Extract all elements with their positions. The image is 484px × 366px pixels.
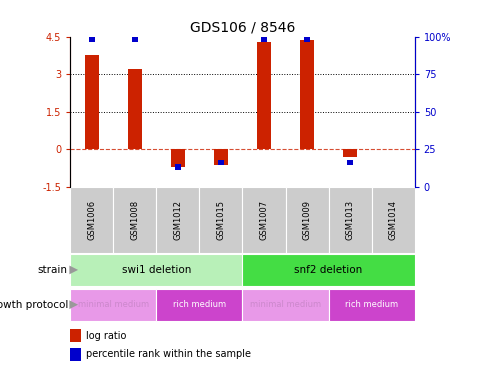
Bar [242, 187, 285, 253]
Bar [85, 55, 99, 149]
Text: minimal medium: minimal medium [77, 300, 149, 309]
Text: GSM1014: GSM1014 [388, 199, 397, 240]
Text: growth protocol: growth protocol [0, 300, 68, 310]
Text: snf2 deletion: snf2 deletion [294, 265, 362, 275]
Bar [70, 254, 242, 286]
Polygon shape [69, 300, 78, 309]
Bar [389, 187, 395, 192]
Bar [70, 329, 81, 342]
Text: minimal medium: minimal medium [249, 300, 320, 309]
Bar [285, 187, 328, 253]
Text: GSM1009: GSM1009 [302, 199, 311, 240]
Bar [156, 187, 199, 253]
Bar [199, 187, 242, 253]
Bar [260, 37, 267, 42]
Bar [217, 160, 224, 165]
Text: GSM1007: GSM1007 [259, 199, 268, 240]
Bar [328, 289, 414, 321]
Text: GSM1008: GSM1008 [130, 199, 139, 240]
Text: percentile rank within the sample: percentile rank within the sample [86, 349, 251, 359]
Bar [328, 187, 371, 253]
Bar [113, 187, 156, 253]
Bar [343, 149, 356, 157]
Bar [171, 149, 184, 167]
Polygon shape [69, 266, 78, 274]
Bar [174, 164, 181, 170]
Bar [156, 289, 242, 321]
Bar [303, 37, 310, 42]
Bar [70, 187, 113, 253]
Text: GSM1012: GSM1012 [173, 199, 182, 240]
Text: rich medium: rich medium [172, 300, 226, 309]
Bar [70, 289, 156, 321]
Title: GDS106 / 8546: GDS106 / 8546 [189, 20, 295, 34]
Bar [371, 187, 414, 253]
Bar [242, 254, 414, 286]
Text: log ratio: log ratio [86, 331, 126, 341]
Bar [89, 37, 95, 42]
Bar [257, 42, 271, 149]
Bar [131, 37, 138, 42]
Text: GSM1006: GSM1006 [87, 199, 96, 240]
Text: swi1 deletion: swi1 deletion [121, 265, 191, 275]
Text: GSM1013: GSM1013 [345, 199, 354, 240]
Bar [300, 40, 313, 149]
Text: strain: strain [38, 265, 68, 275]
Bar [346, 160, 353, 165]
Text: GSM1015: GSM1015 [216, 199, 225, 240]
Bar [70, 348, 81, 361]
Bar [242, 289, 328, 321]
Text: rich medium: rich medium [344, 300, 397, 309]
Bar [128, 69, 141, 149]
Bar [213, 149, 227, 165]
